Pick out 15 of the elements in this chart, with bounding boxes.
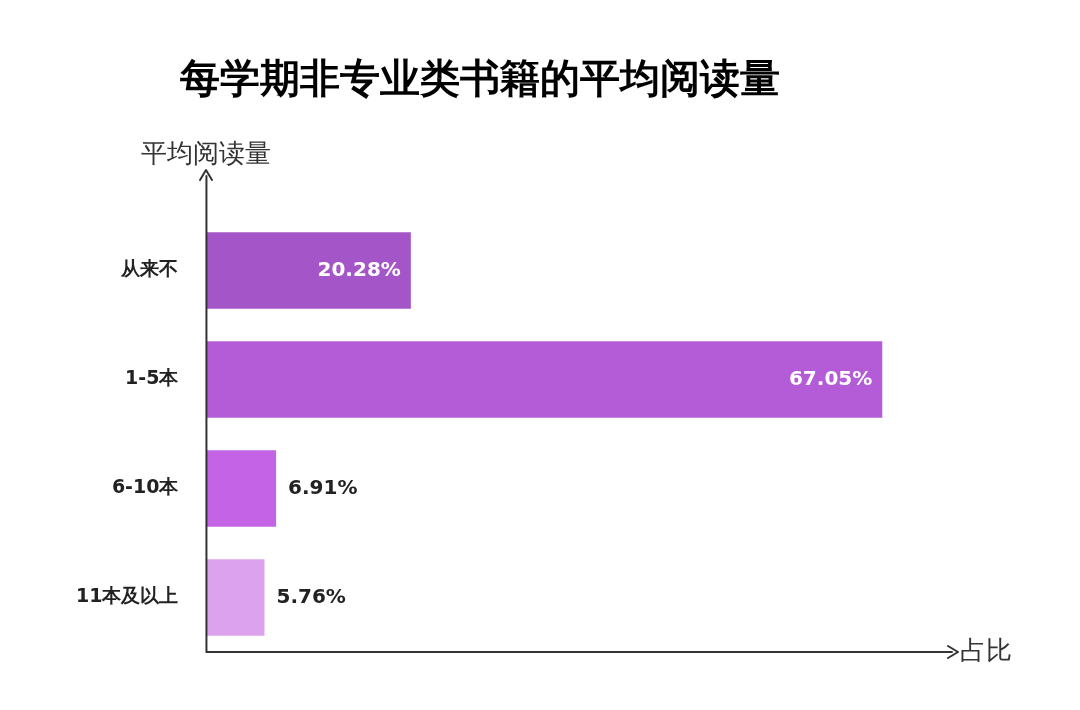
bar: [206, 232, 411, 309]
bar: [206, 341, 883, 418]
x-axis-title: 占比: [960, 634, 1012, 665]
y-tick-label: 从来不: [120, 257, 179, 280]
bar: [206, 450, 277, 527]
data-label: 5.76%: [276, 583, 346, 608]
y-tick-label: 11本及以上: [75, 584, 179, 607]
y-tick-label: 1-5本: [125, 366, 180, 389]
chart-title: 每学期非专业类书籍的平均阅读量: [179, 55, 780, 102]
y-tick-label: 6-10本: [111, 475, 180, 498]
data-label: 6.91%: [288, 474, 358, 499]
data-label: 20.28%: [317, 256, 401, 281]
bar: [206, 559, 265, 636]
data-label: 67.05%: [788, 365, 873, 390]
y-axis-title: 平均阅读量: [141, 137, 272, 168]
